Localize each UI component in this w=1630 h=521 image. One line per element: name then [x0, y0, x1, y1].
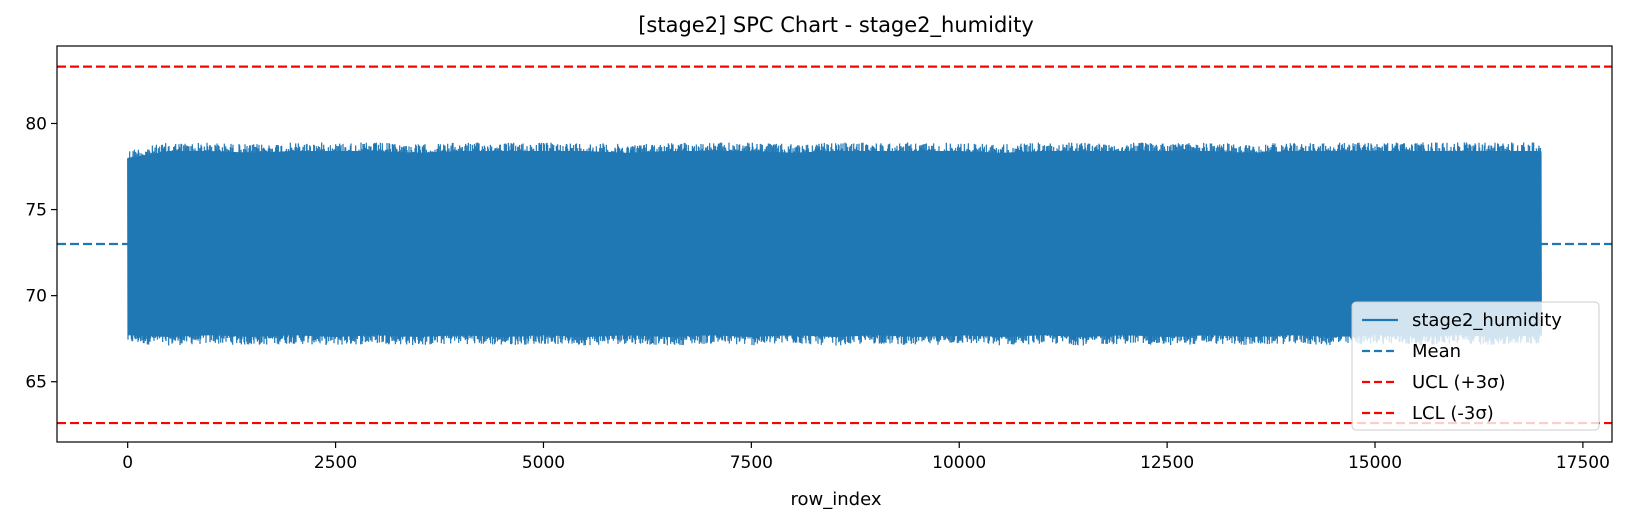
x-tick-label: 17500	[1556, 453, 1610, 473]
x-tick-label: 0	[122, 453, 133, 473]
y-tick-label: 70	[25, 287, 47, 307]
legend-box	[1351, 301, 1600, 431]
series-band-stage2-humidity	[127, 151, 1542, 337]
x-tick-label: 2500	[314, 453, 357, 473]
x-tick-label: 5000	[522, 453, 565, 473]
legend-item-1: stage2_humidity	[1362, 310, 1562, 331]
legend-item-3: UCL (+3σ)	[1362, 372, 1505, 393]
x-tick-label: 10000	[932, 453, 986, 473]
legend-label: LCL (-3σ)	[1412, 403, 1494, 424]
legend-label: stage2_humidity	[1412, 310, 1562, 331]
y-tick-label: 80	[25, 114, 47, 134]
legend: stage2_humidity Mean UCL (+3σ) LCL (-3σ)	[1351, 301, 1600, 431]
x-tick-label: 15000	[1348, 453, 1402, 473]
legend-item-4: LCL (-3σ)	[1362, 403, 1494, 424]
x-axis-label: row_index	[791, 489, 882, 510]
y-tick-label: 75	[25, 201, 47, 221]
x-tick-label: 12500	[1140, 453, 1194, 473]
legend-item-2: Mean	[1362, 341, 1461, 362]
axes: 0 2500 5000 7500 10000 12500 15000 17500 65 70 75 8…	[25, 45, 1613, 473]
legend-label: UCL (+3σ)	[1412, 372, 1505, 393]
legend-label: Mean	[1412, 341, 1461, 362]
chart-title: [stage2] SPC Chart - stage2_humidity	[638, 13, 1034, 38]
x-tick-label: 7500	[730, 453, 773, 473]
plot-frame	[56, 45, 1613, 443]
y-tick-label: 65	[25, 373, 47, 393]
